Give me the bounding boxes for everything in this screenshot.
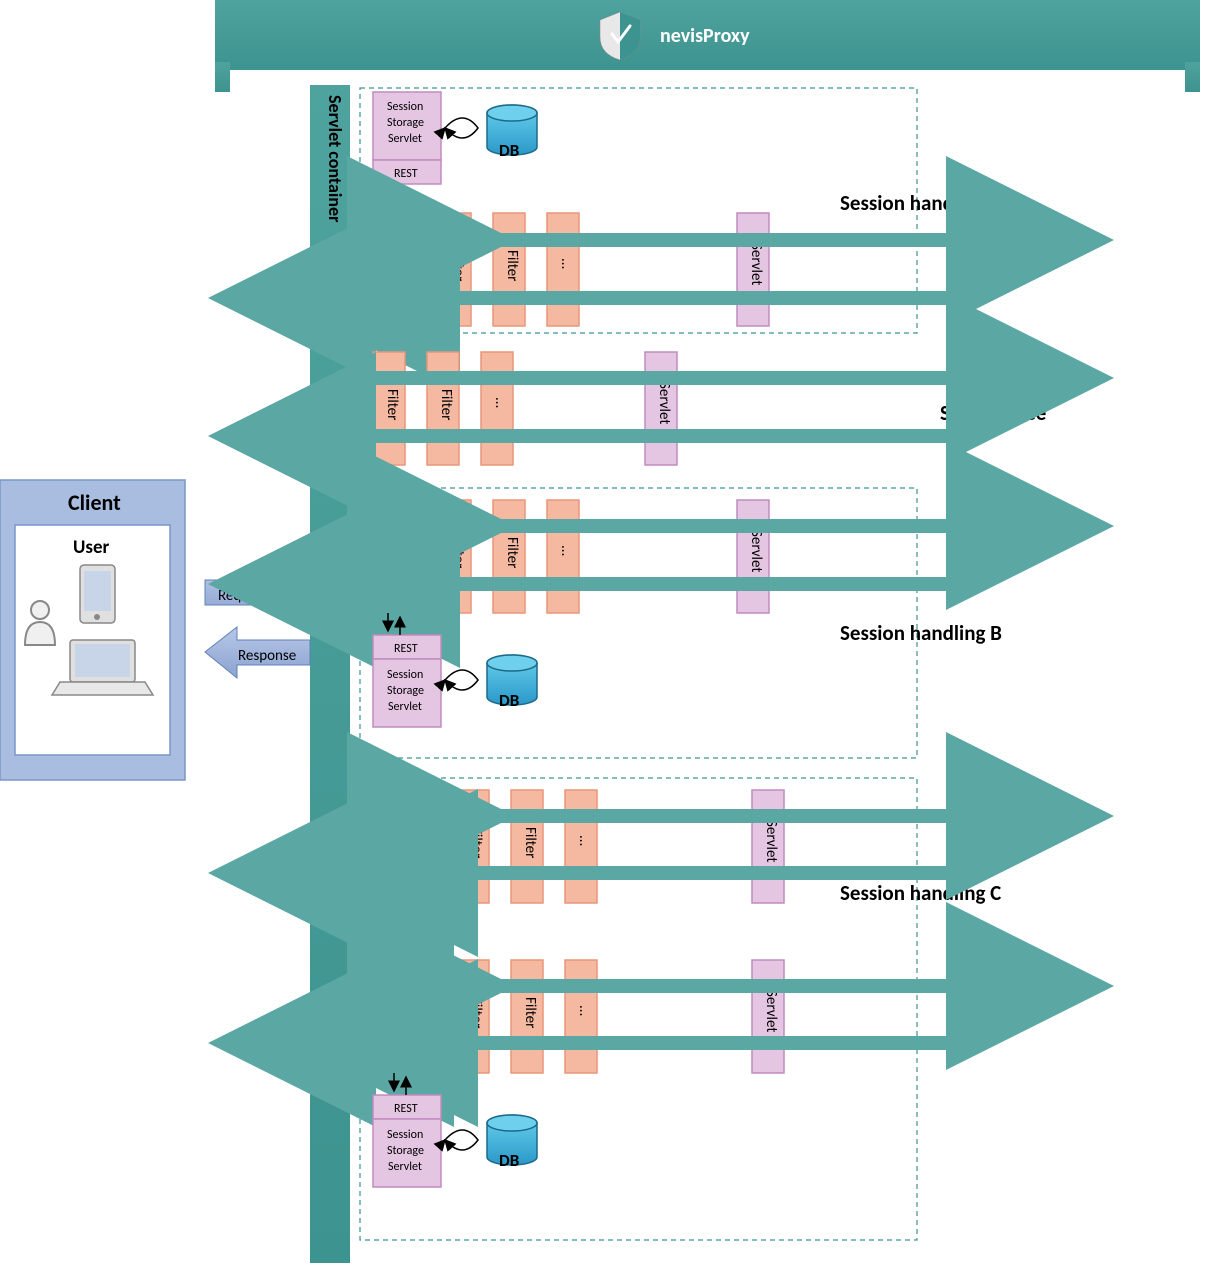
svg-text:Filter: Filter xyxy=(503,537,521,568)
svg-text:Session: Session xyxy=(387,668,423,682)
svg-text:Filter: Filter xyxy=(503,250,521,281)
diagram-svg: nevisProxy Servlet container Client User xyxy=(0,0,1225,1264)
section-b: Session handling B Session Management Fi… xyxy=(350,488,1002,758)
section-b-title: Session handling B xyxy=(840,620,1002,646)
section-c-title: Session handling C xyxy=(840,880,1001,906)
servlet-container: Servlet container xyxy=(310,85,350,1263)
svg-text:REST: REST xyxy=(394,1102,418,1116)
section-free: Session-free Filter Filter ... Servlet xyxy=(350,352,1046,465)
section-free-title: Session-free xyxy=(940,400,1046,426)
svg-text:Session Management Filter: Session Management Filter xyxy=(390,508,405,652)
svg-text:Storage: Storage xyxy=(387,1144,424,1158)
svg-text:Servlet: Servlet xyxy=(655,382,673,424)
header-bar: nevisProxy xyxy=(215,0,1200,92)
svg-text:DB: DB xyxy=(499,1150,519,1171)
svg-text:DB: DB xyxy=(499,690,519,711)
svg-text:Servlet: Servlet xyxy=(747,243,765,285)
svg-text:Session ManagementFilter: Session ManagementFilter xyxy=(395,850,413,1012)
svg-text:Storage: Storage xyxy=(387,116,424,130)
section-a-title: Session handling A xyxy=(840,190,1003,216)
svg-text:Filter: Filter xyxy=(521,827,539,858)
svg-text:Servlet: Servlet xyxy=(388,700,422,714)
request-label: Request xyxy=(218,587,267,605)
svg-text:Filter: Filter xyxy=(467,997,485,1028)
svg-text:...: ... xyxy=(557,545,575,556)
svg-text:Servlet: Servlet xyxy=(388,132,422,146)
servlet-container-label: Servlet container xyxy=(324,95,346,223)
svg-text:Filter: Filter xyxy=(437,389,455,420)
svg-text:Session Management Filter: Session Management Filter xyxy=(390,221,405,365)
svg-text:REST: REST xyxy=(394,167,418,181)
user-label: User xyxy=(73,536,110,559)
svg-text:Filter: Filter xyxy=(467,827,485,858)
svg-text:...: ... xyxy=(575,835,593,846)
svg-text:Storage: Storage xyxy=(387,684,424,698)
response-arrow: Response xyxy=(205,627,310,678)
svg-text:Servlet: Servlet xyxy=(747,530,765,572)
svg-text:Session: Session xyxy=(387,100,423,114)
svg-text:Filter: Filter xyxy=(449,537,467,568)
section-a: Session handling A Session Storage Servl… xyxy=(350,88,1003,365)
svg-text:DB: DB xyxy=(499,140,519,161)
svg-text:Servlet: Servlet xyxy=(388,1160,422,1174)
svg-text:Filter: Filter xyxy=(383,389,401,420)
svg-text:Session: Session xyxy=(387,1128,423,1142)
svg-text:Filter: Filter xyxy=(449,250,467,281)
svg-text:REST: REST xyxy=(394,642,418,656)
svg-text:...: ... xyxy=(491,397,509,408)
svg-text:...: ... xyxy=(575,1005,593,1016)
svg-text:Servlet: Servlet xyxy=(762,820,780,862)
response-label: Response xyxy=(238,647,296,665)
client-box: Client User xyxy=(0,480,185,780)
header-title: nevisProxy xyxy=(660,24,750,48)
svg-text:Servlet: Servlet xyxy=(762,990,780,1032)
client-title: Client xyxy=(68,489,121,516)
section-c: Session handling C Session ManagementFil… xyxy=(350,778,1001,1240)
svg-text:...: ... xyxy=(557,258,575,269)
svg-text:Filter: Filter xyxy=(521,997,539,1028)
request-arrow: Request xyxy=(205,567,310,618)
